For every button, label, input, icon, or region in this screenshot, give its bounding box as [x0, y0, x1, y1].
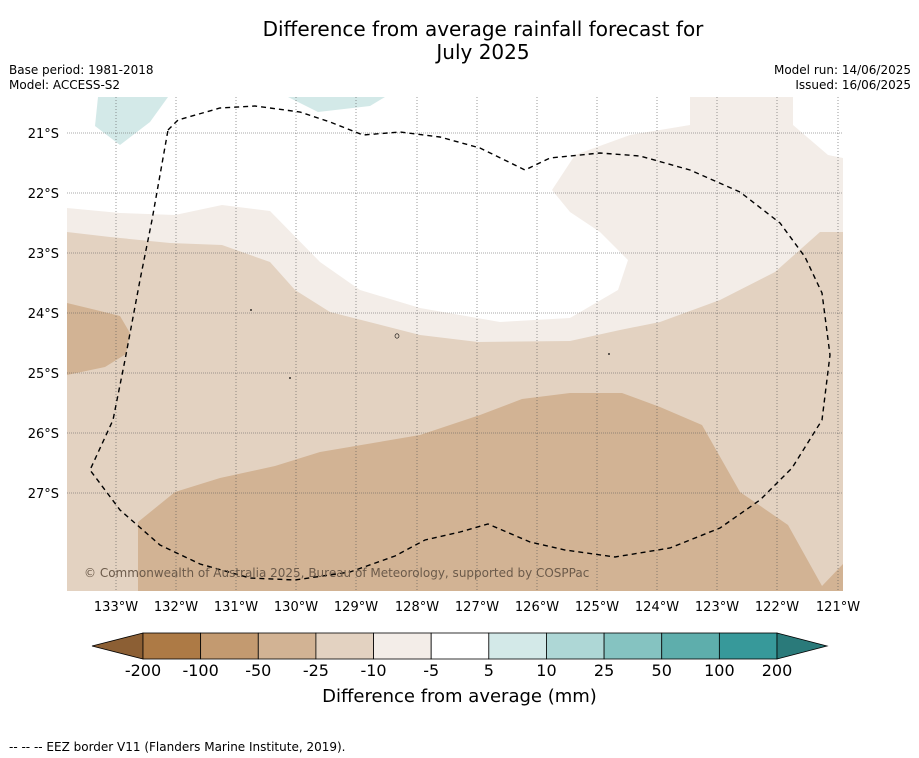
colorbar-tick-label: 100 — [704, 661, 735, 680]
meta-right: Model run: 14/06/2025 Issued: 16/06/2025 — [774, 63, 911, 93]
lat-label: 24°S — [28, 307, 59, 322]
colorbar-tick-label: -25 — [302, 661, 329, 680]
lat-label: 25°S — [28, 367, 59, 382]
footnote: -- -- -- EEZ border V11 (Flanders Marine… — [9, 740, 346, 754]
colorbar-tick-label: -100 — [182, 661, 219, 680]
colorbar-tick-label: 25 — [593, 661, 615, 680]
region-zero-ne — [793, 97, 843, 158]
meta-left: Base period: 1981-2018 Model: ACCESS-S2 — [9, 63, 154, 93]
lat-label: 23°S — [28, 247, 59, 262]
colorbar-segment — [546, 632, 605, 660]
eez-border — [89, 105, 831, 581]
colorbar-segment — [430, 632, 490, 660]
colorbar-segment — [257, 632, 317, 660]
colorbar-tick-label: 5 — [483, 661, 494, 680]
lon-label: 121°W — [816, 600, 860, 615]
lon-label: 128°W — [395, 600, 439, 615]
model-run: Model run: 14/06/2025 — [773, 63, 911, 77]
chart-title: Difference from average rainfall forecas… — [0, 18, 919, 64]
lat-label: 27°S — [28, 487, 59, 502]
island-outline — [394, 333, 400, 339]
region-minus25-south — [138, 393, 843, 591]
colorbar-tick-label: -200 — [124, 661, 162, 680]
lat-label: 22°S — [28, 187, 59, 202]
lon-label: 123°W — [695, 600, 739, 615]
colorbar-tick-label: 10 — [536, 661, 557, 680]
region-plus5-n — [288, 97, 385, 112]
colorbar-segment — [373, 632, 432, 660]
latitude-labels: 21°S 22°S 23°S 24°S 25°S 26°S 27°S — [28, 127, 59, 502]
issued-date: Issued: 16/06/2025 — [795, 78, 911, 92]
lon-label: 133°W — [94, 600, 138, 615]
colorbar-label: Difference from average (mm) — [322, 686, 597, 707]
longitude-labels: 133°W 132°W 131°W 130°W 129°W 128°W 127°W 126°W… — [94, 600, 860, 615]
lon-label: 124°W — [635, 600, 679, 615]
speck-2 — [289, 377, 291, 379]
colorbar-extend-low — [91, 632, 144, 660]
colorbar-tick-label: 200 — [761, 661, 793, 680]
speck-3 — [608, 353, 610, 355]
colorbar-tick-label: 50 — [651, 661, 672, 680]
colorbar-extend-high — [776, 632, 829, 660]
colorbar-segment — [488, 632, 547, 660]
colorbar-segment — [603, 632, 663, 660]
base-period: Base period: 1981-2018 — [9, 63, 154, 77]
lon-label: 125°W — [575, 600, 619, 615]
lon-label: 126°W — [515, 600, 559, 615]
lat-label: 26°S — [28, 427, 59, 442]
speck-1 — [250, 309, 252, 311]
lat-label: 21°S — [28, 127, 59, 142]
lon-label: 122°W — [755, 600, 799, 615]
colorbar-segment — [142, 632, 202, 660]
lon-label: 130°W — [274, 600, 318, 615]
lon-label: 131°W — [214, 600, 258, 615]
lon-label: 127°W — [455, 600, 499, 615]
colorbar-segment — [661, 632, 720, 660]
colorbar — [91, 632, 829, 660]
colorbar-segment — [315, 632, 374, 660]
title-line-2: July 2025 — [436, 40, 530, 64]
copyright-text: © Commonwealth of Australia 2025, Bureau… — [84, 566, 589, 580]
map-area — [67, 97, 843, 591]
colorbar-tick-label: -5 — [423, 661, 440, 680]
colorbar-tick-label: -10 — [360, 661, 387, 680]
title-line-1: Difference from average rainfall forecas… — [262, 17, 704, 41]
colorbar-segment — [718, 632, 778, 660]
model-name: Model: ACCESS-S2 — [9, 78, 121, 92]
grid-lines — [67, 97, 843, 591]
lon-label: 129°W — [334, 600, 378, 615]
colorbar-tick-label: -50 — [245, 661, 272, 680]
region-minus25-west — [67, 303, 130, 375]
lon-label: 132°W — [154, 600, 198, 615]
colorbar-segment — [200, 632, 259, 660]
